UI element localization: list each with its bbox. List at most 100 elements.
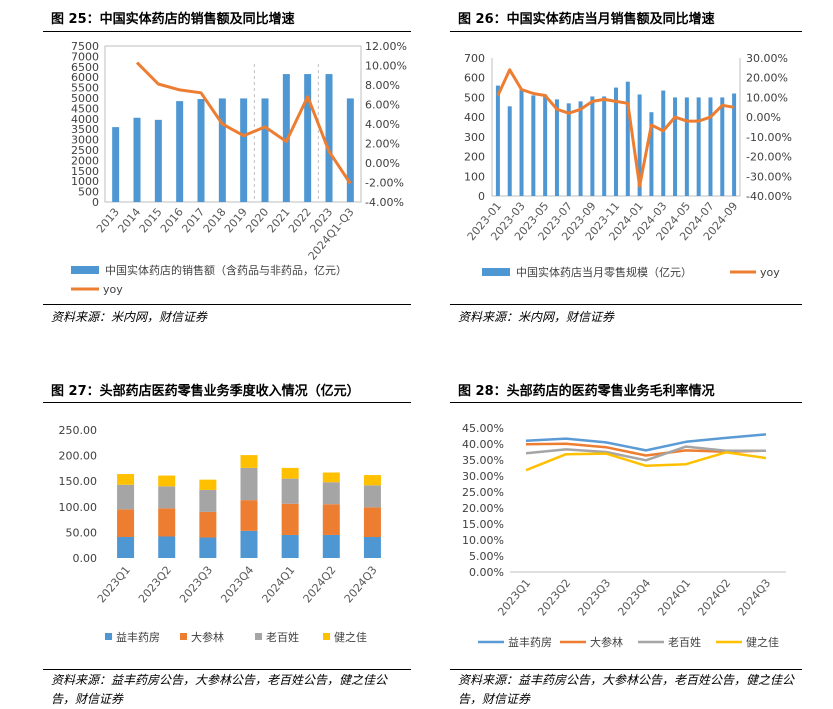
stacked-bar-segment <box>322 534 340 558</box>
y-tick-label: 3000 <box>71 134 99 147</box>
stacked-bar-segment <box>281 478 299 504</box>
y-tick-label: 6000 <box>71 71 99 84</box>
stacked-bar-segment <box>281 503 299 535</box>
stacked-bar-segment <box>158 508 176 537</box>
y-tick-label: 4000 <box>71 113 99 126</box>
source-note: 资料来源：米内网，财信证券 <box>51 310 208 324</box>
x-tick-label: 2022 <box>286 206 314 236</box>
bar <box>578 101 583 196</box>
chart-svg: 0 100 200 300 400 500 600 700 -40.00% -30.00% -20.… <box>464 52 792 279</box>
y-tick-label: 700 <box>464 52 485 65</box>
stacked-bar-segment <box>281 467 299 479</box>
y-tick-label: 300 <box>464 131 485 144</box>
stacked-bar-segment <box>199 537 217 558</box>
y2-tick-label: 8.00% <box>365 79 400 92</box>
y-tick-label: 7500 <box>71 40 99 53</box>
yoy-line <box>496 68 735 188</box>
stacked-bar-segment <box>240 530 258 558</box>
x-tick-label: 2014 <box>115 206 143 236</box>
bar <box>218 98 226 202</box>
bar <box>176 101 184 202</box>
y-tick-label: 0.00 <box>73 552 98 565</box>
legend-label: 健之佳 <box>334 630 367 644</box>
y2-tick-label: -10.00% <box>746 131 792 144</box>
bar <box>325 74 333 202</box>
title-rule <box>43 31 411 32</box>
x-tick-label: 2020 <box>243 206 271 236</box>
yoy-line <box>135 61 352 185</box>
x-tick-label: 2019 <box>222 206 250 236</box>
source-rule <box>43 304 411 305</box>
y2-tick-label: 12.00% <box>365 40 407 53</box>
bar <box>112 127 120 202</box>
y2-tick-label: 6.00% <box>365 99 400 112</box>
stacked-bar-segment <box>158 536 176 558</box>
legend-label: yoy <box>760 266 780 279</box>
series-line <box>525 445 766 462</box>
panel-fig27: 图 27：头部药店医药零售业务季度收入情况（亿元） 0.00 50.00 100.0… <box>43 374 411 709</box>
x-tick-label: 2024Q1 <box>655 577 693 619</box>
chart-title: 图 25：中国实体药店的销售额及同比增速 <box>51 12 295 27</box>
stacked-bar-segment <box>117 474 135 485</box>
x-tick-label: 2023Q4 <box>615 577 653 619</box>
y2-tick-label: -4.00% <box>365 196 404 209</box>
bar <box>507 106 512 196</box>
y-tick-label: 6500 <box>71 61 99 74</box>
x-tick-label: 2024Q1 <box>259 564 297 606</box>
source-rule <box>43 669 411 670</box>
source-rule <box>450 304 802 305</box>
bar <box>649 112 654 196</box>
y-tick-label: 500 <box>78 186 99 199</box>
legend-swatch <box>71 266 99 274</box>
stacked-bar-segment <box>240 500 258 531</box>
stacked-bar-segment <box>363 507 381 538</box>
y2-tick-label: -40.00% <box>746 190 792 203</box>
y2-tick-label: 10.00% <box>365 60 407 73</box>
x-tick-label: 2023Q3 <box>177 564 215 606</box>
source-rule <box>450 669 802 670</box>
stacked-bar-segment <box>322 472 340 483</box>
y-tick-label: 30.00% <box>462 470 504 483</box>
y-tick-label: 150.00 <box>59 475 98 488</box>
y2-tick-label: 30.00% <box>746 52 788 65</box>
x-tick-label: 2024Q3 <box>342 564 380 606</box>
y-tick-label: 20.00% <box>462 502 504 515</box>
y-tick-label: 5.00% <box>469 550 504 563</box>
legend-label: 老百姓 <box>668 635 701 649</box>
y-tick-label: 3500 <box>71 123 99 136</box>
bar <box>566 103 571 196</box>
stacked-bar-segment <box>322 504 340 535</box>
chart-svg: 0.00% 5.00% 10.00% 15.00% 20.00% 25.00% 30.00%… <box>462 422 786 649</box>
y-tick-label: 400 <box>464 111 485 124</box>
y-tick-label: 45.00% <box>462 422 504 435</box>
legend-swatch <box>323 633 330 640</box>
x-tick-label: 2024Q3 <box>735 577 773 619</box>
y-tick-label: 0 <box>92 196 99 209</box>
x-tick-label: 2023Q1 <box>495 577 533 619</box>
bar <box>543 94 548 196</box>
y2-tick-label: 0.00% <box>746 111 781 124</box>
title-rule <box>43 402 411 403</box>
bar <box>261 98 269 202</box>
y2-tick-label: -20.00% <box>746 151 792 164</box>
y-tick-label: 200.00 <box>59 450 98 463</box>
bar <box>637 94 642 196</box>
bar <box>554 99 559 196</box>
stacked-bar-segment <box>363 537 381 558</box>
x-tick-label: 2023Q2 <box>136 564 174 606</box>
y-tick-label: 100.00 <box>59 501 98 514</box>
stacked-bar-segment <box>363 475 381 486</box>
y-tick-label: 200 <box>464 151 485 164</box>
y-tick-label: 500 <box>464 91 485 104</box>
bar <box>661 90 666 196</box>
x-tick-label: 2024Q2 <box>301 564 339 606</box>
y-tick-label: 50.00 <box>66 526 98 539</box>
bar <box>696 97 701 196</box>
chart-svg: 0500100015002000250030003500400045005000… <box>71 40 407 296</box>
y-tick-label: 1500 <box>71 165 99 178</box>
x-tick-label: 2015 <box>137 206 165 236</box>
y2-tick-label: -2.00% <box>365 177 404 190</box>
bar <box>346 98 354 202</box>
legend-label: yoy <box>103 283 123 296</box>
